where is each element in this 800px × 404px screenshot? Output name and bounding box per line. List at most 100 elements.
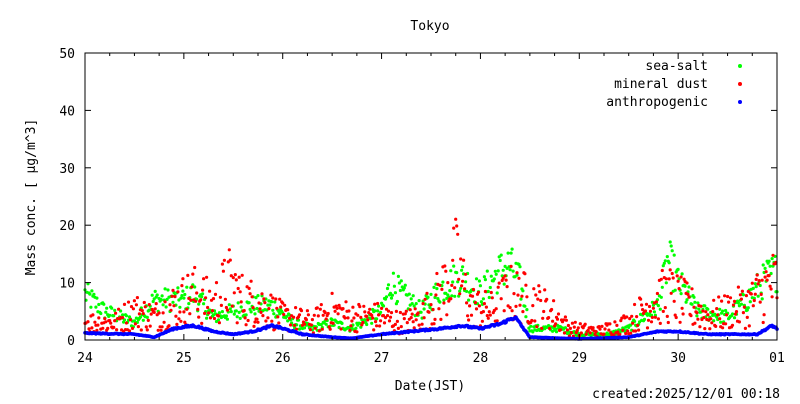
data-point-mineral-dust (355, 330, 359, 334)
data-point-mineral-dust (554, 322, 558, 326)
data-point-mineral-dust (319, 303, 323, 307)
data-point-sea-salt (519, 297, 523, 301)
data-point-mineral-dust (352, 316, 356, 320)
data-point-mineral-dust (523, 272, 527, 276)
y-tick-label: 40 (59, 104, 75, 119)
data-point-mineral-dust (769, 287, 773, 291)
data-point-mineral-dust (183, 320, 187, 324)
data-point-mineral-dust (410, 312, 414, 316)
data-point-sea-salt (693, 300, 697, 304)
data-point-mineral-dust (501, 276, 505, 280)
data-point-mineral-dust (279, 305, 283, 309)
data-point-sea-salt (95, 296, 99, 300)
data-point-mineral-dust (259, 310, 263, 314)
data-point-sea-salt (390, 293, 394, 297)
data-point-mineral-dust (156, 328, 160, 332)
data-point-mineral-dust (634, 329, 638, 333)
data-point-mineral-dust (745, 315, 749, 319)
data-point-sea-salt (412, 304, 416, 308)
data-point-mineral-dust (586, 328, 590, 332)
data-point-sea-salt (667, 261, 671, 265)
data-point-mineral-dust (208, 316, 213, 320)
data-point-sea-salt (102, 302, 106, 306)
data-point-mineral-dust (109, 321, 113, 325)
data-point-sea-salt (478, 284, 482, 288)
data-point-mineral-dust (547, 316, 551, 320)
data-point-mineral-dust (141, 312, 145, 316)
data-point-mineral-dust (145, 328, 149, 332)
data-point-mineral-dust (734, 310, 739, 314)
data-point-mineral-dust (487, 310, 491, 314)
data-point-sea-salt (739, 302, 744, 306)
data-point-sea-salt (769, 271, 773, 276)
data-point-mineral-dust (718, 317, 722, 321)
data-point-mineral-dust (665, 314, 669, 318)
data-point-mineral-dust (316, 314, 320, 318)
data-point-mineral-dust (371, 316, 375, 320)
data-point-mineral-dust (308, 328, 312, 332)
data-point-sea-salt (531, 330, 535, 334)
data-point-sea-salt (392, 284, 396, 288)
data-point-mineral-dust (148, 324, 152, 328)
data-point-mineral-dust (258, 307, 262, 311)
data-point-sea-salt (474, 277, 479, 281)
data-point-sea-salt (205, 316, 209, 320)
data-point-mineral-dust (180, 284, 184, 288)
data-point-sea-salt (664, 281, 668, 285)
data-point-mineral-dust (191, 272, 195, 276)
data-point-mineral-dust (335, 306, 339, 310)
data-point-sea-salt (229, 310, 233, 314)
data-point-mineral-dust (467, 318, 471, 322)
data-point-mineral-dust (660, 268, 664, 273)
data-point-mineral-dust (278, 297, 282, 301)
data-point-mineral-dust (686, 292, 690, 296)
data-point-sea-salt (523, 304, 527, 308)
data-point-mineral-dust (202, 277, 206, 281)
data-point-mineral-dust (222, 258, 226, 262)
data-point-mineral-dust (294, 306, 298, 310)
data-point-sea-salt (751, 286, 755, 290)
data-point-mineral-dust (388, 315, 393, 319)
data-point-sea-salt (483, 278, 487, 282)
data-point-mineral-dust (496, 285, 500, 289)
data-point-mineral-dust (597, 325, 601, 329)
data-point-mineral-dust (359, 315, 363, 319)
data-point-sea-salt (224, 314, 228, 318)
data-point-mineral-dust (277, 321, 281, 325)
data-point-mineral-dust (543, 288, 547, 292)
data-point-mineral-dust (535, 325, 539, 329)
data-point-mineral-dust (640, 303, 644, 307)
data-point-sea-salt (486, 289, 490, 294)
data-point-mineral-dust (242, 309, 246, 313)
data-point-mineral-dust (628, 317, 632, 321)
data-point-mineral-dust (219, 303, 223, 307)
data-point-mineral-dust (168, 303, 172, 307)
data-point-mineral-dust (217, 321, 221, 325)
data-point-mineral-dust (178, 310, 182, 314)
data-point-sea-salt (642, 317, 647, 321)
data-point-mineral-dust (126, 300, 131, 304)
data-point-mineral-dust (263, 301, 267, 305)
data-point-mineral-dust (306, 313, 310, 317)
data-point-mineral-dust (497, 281, 501, 285)
data-point-sea-salt (658, 307, 662, 311)
data-point-sea-salt (330, 318, 334, 322)
data-point-sea-salt (202, 302, 206, 306)
data-point-sea-salt (160, 294, 164, 298)
data-point-sea-salt (256, 294, 260, 298)
data-point-mineral-dust (175, 322, 179, 326)
data-point-sea-salt (768, 264, 772, 268)
data-point-mineral-dust (636, 323, 640, 327)
data-point-mineral-dust (460, 284, 464, 288)
data-point-sea-salt (719, 320, 723, 324)
data-point-sea-salt (508, 268, 512, 272)
data-point-mineral-dust (624, 331, 628, 336)
data-point-sea-salt (277, 309, 281, 313)
data-point-sea-salt (687, 285, 691, 289)
data-point-mineral-dust (568, 326, 573, 330)
data-point-mineral-dust (625, 315, 629, 319)
data-point-mineral-dust (643, 309, 648, 313)
data-point-mineral-dust (635, 315, 639, 319)
data-point-sea-salt (150, 293, 154, 297)
data-point-mineral-dust (154, 302, 158, 306)
